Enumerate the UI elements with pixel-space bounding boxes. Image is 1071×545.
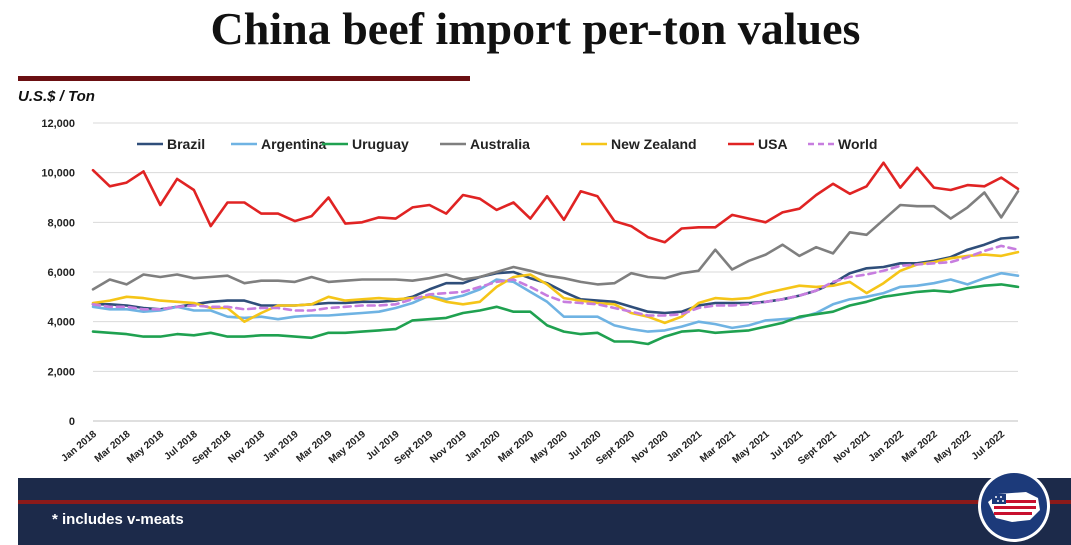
series-line-usa: [91, 161, 1020, 244]
x-tick-label: Nov 2020: [630, 429, 671, 466]
series-line-world: [91, 244, 1020, 317]
y-tick-label: 4,000: [47, 317, 75, 329]
legend-label: Brazil: [167, 136, 205, 152]
y-tick-label: 10,000: [41, 168, 75, 180]
series-line-australia: [91, 190, 1020, 291]
x-tick-label: May 2018: [125, 429, 166, 466]
x-tick-label: Jul 2022: [970, 429, 1008, 463]
series-line-uruguay: [91, 283, 1020, 346]
legend-label: Australia: [470, 136, 530, 152]
x-tick-label: Jan 2020: [463, 429, 503, 465]
chart-legend: Brazil Argentina Uruguay Australia New Zeala…: [137, 136, 877, 152]
chart-series: [91, 161, 1020, 346]
x-tick-label: Nov 2019: [428, 429, 469, 466]
series-line-argentina: [91, 271, 1020, 333]
x-tick-label: Jan 2018: [59, 429, 99, 465]
x-tick-label: May 2019: [327, 429, 368, 466]
legend-label: Argentina: [261, 136, 327, 152]
x-tick-label: May 2020: [529, 429, 570, 466]
chart-grid: [93, 122, 1018, 422]
usmef-logo: [968, 462, 1060, 544]
y-tick-label: 0: [69, 416, 75, 428]
title-underline: [18, 76, 470, 81]
x-tick-label: Jan 2021: [665, 429, 705, 465]
series-line-new-zealand: [91, 250, 1020, 325]
x-tick-label: May 2022: [932, 429, 973, 466]
y-axis-ticks: 0 2,000 4,000 6,000 8,000 10,000 12,000: [41, 118, 75, 428]
y-tick-label: 2,000: [47, 366, 75, 378]
legend-label: USA: [758, 136, 788, 152]
line-chart: 0 2,000 4,000 6,000 8,000 10,000 12,000 Jan 20…: [41, 118, 1020, 468]
x-tick-label: Nov 2018: [226, 429, 267, 466]
footer-accent-stripe: [18, 500, 1071, 504]
x-tick-label: Jan 2019: [261, 429, 301, 465]
x-tick-label: Jan 2022: [867, 429, 907, 465]
legend-label: World: [838, 136, 877, 152]
x-tick-label: Nov 2021: [832, 429, 873, 466]
x-tick-label: May 2021: [731, 429, 772, 466]
slide-title: China beef import per-ton values: [210, 3, 861, 54]
legend-label: Uruguay: [352, 136, 409, 152]
y-axis-unit-label: U.S.$ / Ton: [18, 88, 95, 105]
y-tick-label: 6,000: [47, 267, 75, 279]
series-line-brazil: [91, 235, 1020, 315]
y-tick-label: 8,000: [47, 217, 75, 229]
footer-band: [18, 478, 1071, 545]
y-tick-label: 12,000: [41, 118, 75, 130]
footnote: * includes v-meats: [52, 511, 184, 528]
legend-label: New Zealand: [611, 136, 697, 152]
